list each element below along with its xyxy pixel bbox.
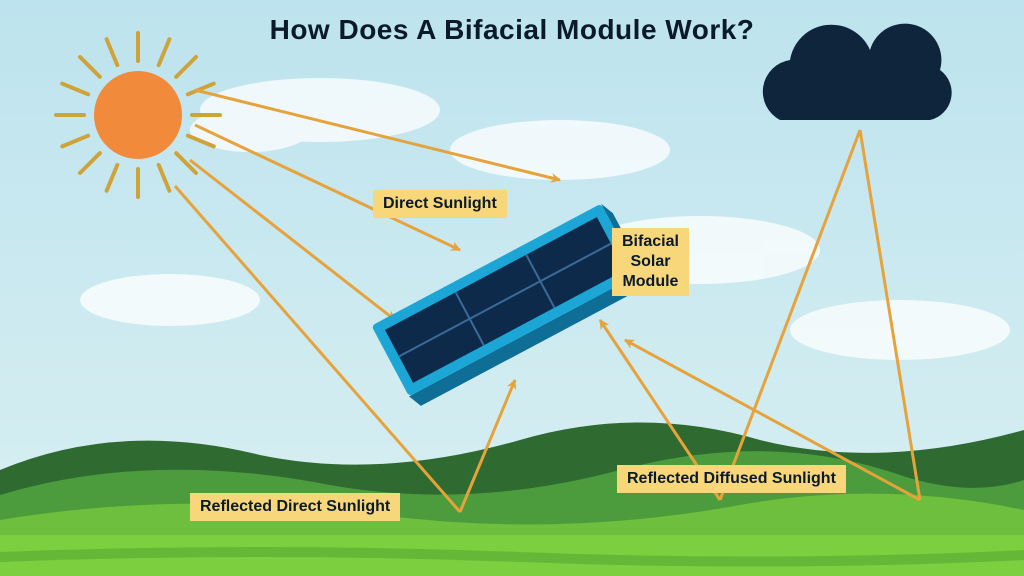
label-bifacial-module: Bifacial Solar Module — [612, 228, 689, 296]
sun-icon — [56, 33, 220, 197]
label-direct-sunlight: Direct Sunlight — [373, 190, 507, 218]
background — [0, 0, 1024, 576]
diagram-title: How Does A Bifacial Module Work? — [0, 14, 1024, 46]
label-reflected-diffused: Reflected Diffused Sunlight — [617, 465, 846, 493]
diagram-stage: How Does A Bifacial Module Work? Direct … — [0, 0, 1024, 576]
label-reflected-direct: Reflected Direct Sunlight — [190, 493, 400, 521]
